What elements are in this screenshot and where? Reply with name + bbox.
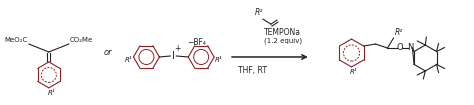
Text: R¹: R¹ (48, 90, 55, 96)
Text: O: O (396, 43, 403, 52)
Text: +: + (174, 43, 181, 52)
Text: R¹: R¹ (215, 57, 223, 63)
Text: N: N (407, 43, 414, 52)
Text: R¹: R¹ (349, 69, 357, 75)
Text: R²: R² (394, 28, 403, 37)
Text: R²: R² (255, 8, 263, 17)
Text: R¹: R¹ (125, 57, 132, 63)
Text: CO₂Me: CO₂Me (70, 37, 93, 43)
Text: MeO₂C: MeO₂C (5, 37, 28, 43)
Text: or: or (103, 49, 112, 58)
Text: I: I (172, 51, 175, 61)
Text: THF, RT: THF, RT (238, 66, 267, 75)
Text: TEMPONa: TEMPONa (264, 28, 301, 37)
Text: (1.2 equiv): (1.2 equiv) (264, 38, 302, 44)
Text: −BF₄: −BF₄ (187, 38, 206, 47)
